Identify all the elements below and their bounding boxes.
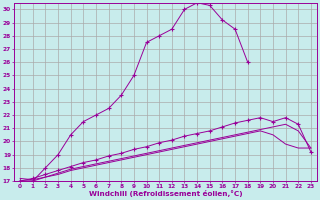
- X-axis label: Windchill (Refroidissement éolien,°C): Windchill (Refroidissement éolien,°C): [89, 190, 242, 197]
